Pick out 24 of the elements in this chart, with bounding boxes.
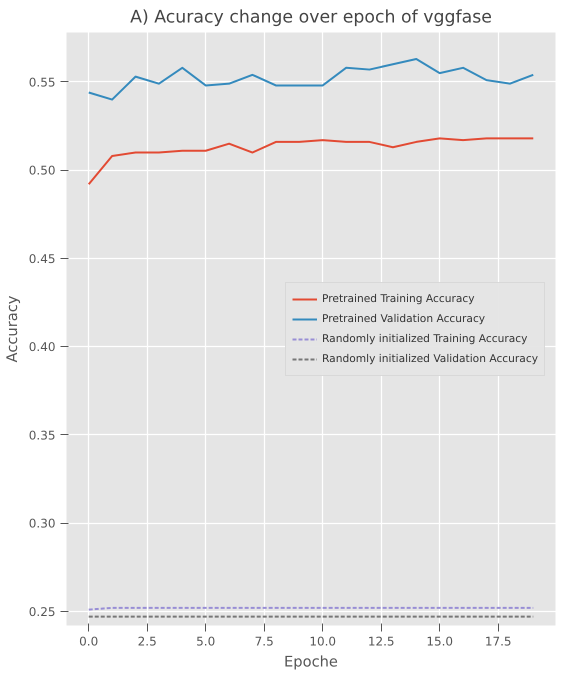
x-tick-label: 12.5 [368,634,395,648]
x-tick-label: 7.5 [254,634,274,648]
y-tick-label: 0.45 [28,252,56,266]
x-tick-label: 17.5 [484,634,512,648]
x-tick-label: 5.0 [196,634,216,648]
legend-label: Randomly initialized Training Accuracy [322,332,528,345]
legend-label: Pretrained Validation Accuracy [322,312,486,325]
y-tick-label: 0.55 [28,75,56,90]
x-tick-label: 0.0 [79,634,98,648]
x-tick-label: 10.0 [309,634,336,648]
y-axis-title: Accuracy [4,295,21,362]
chart-title: A) Acuracy change over epoch of vggfase [130,8,492,28]
y-tick-label: 0.40 [28,340,56,354]
y-tick-label: 0.30 [28,516,56,531]
line-series [88,137,534,186]
y-tick-label: 0.25 [28,604,56,619]
x-tick-label: 2.5 [138,634,157,648]
legend-label: Pretrained Training Accuracy [322,292,475,305]
legend-label: Randomly initialized Validation Accuracy [322,352,538,365]
x-tick-label: 15.0 [426,634,454,648]
line-series [88,58,534,101]
y-tick-label: 0.50 [28,164,56,178]
y-tick-label: 0.35 [28,428,56,442]
x-axis-title: Epoche [284,654,338,670]
